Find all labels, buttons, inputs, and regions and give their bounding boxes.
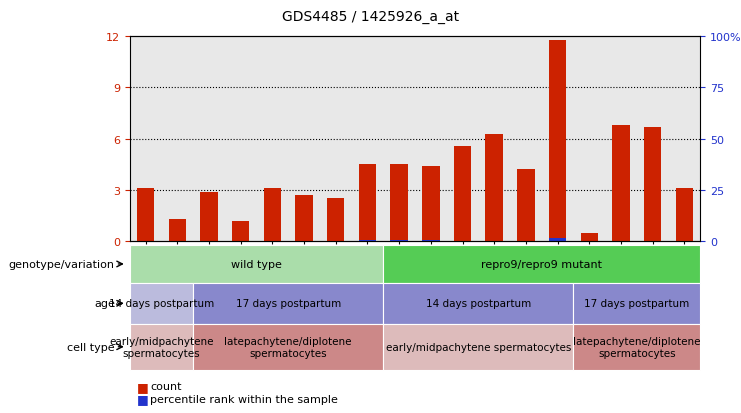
Text: latepachytene/diplotene
spermatocytes: latepachytene/diplotene spermatocytes <box>573 336 700 358</box>
Text: GDS4485 / 1425926_a_at: GDS4485 / 1425926_a_at <box>282 10 459 24</box>
Bar <box>644 128 662 242</box>
Bar <box>359 241 376 242</box>
Text: count: count <box>150 381 182 391</box>
Text: wild type: wild type <box>231 259 282 269</box>
Bar <box>517 241 534 242</box>
Bar <box>422 241 439 242</box>
Bar <box>581 241 598 242</box>
Text: early/midpachytene spermatocytes: early/midpachytene spermatocytes <box>385 342 571 352</box>
Bar <box>549 238 566 242</box>
Bar <box>168 241 186 242</box>
Bar <box>485 134 503 242</box>
Bar <box>391 241 408 242</box>
Bar <box>453 241 471 242</box>
Bar <box>137 241 154 242</box>
Text: early/midpachytene
spermatocytes: early/midpachytene spermatocytes <box>109 336 213 358</box>
Bar <box>264 241 281 242</box>
Bar <box>391 165 408 242</box>
Bar <box>422 166 439 242</box>
Text: 17 days postpartum: 17 days postpartum <box>236 299 341 309</box>
Bar <box>327 199 345 242</box>
Bar <box>264 189 281 242</box>
Text: 14 days postpartum: 14 days postpartum <box>426 299 531 309</box>
Bar <box>168 219 186 242</box>
Text: 17 days postpartum: 17 days postpartum <box>584 299 689 309</box>
Bar <box>612 126 630 242</box>
Bar <box>676 189 693 242</box>
Text: 14 days postpartum: 14 days postpartum <box>109 299 214 309</box>
Bar <box>453 146 471 242</box>
Bar <box>200 192 218 242</box>
Bar <box>327 241 345 242</box>
Bar <box>359 165 376 242</box>
Text: age: age <box>94 299 115 309</box>
Bar <box>612 241 630 242</box>
Text: cell type: cell type <box>67 342 115 352</box>
Text: ■: ■ <box>137 380 149 393</box>
Bar <box>296 241 313 242</box>
Bar <box>676 241 693 242</box>
Bar <box>137 189 154 242</box>
Bar <box>581 233 598 242</box>
Text: ■: ■ <box>137 392 149 405</box>
Text: latepachytene/diplotene
spermatocytes: latepachytene/diplotene spermatocytes <box>225 336 352 358</box>
Bar <box>200 241 218 242</box>
Bar <box>517 170 534 242</box>
Text: genotype/variation: genotype/variation <box>9 259 115 269</box>
Bar <box>232 221 249 242</box>
Bar <box>232 241 249 242</box>
Bar <box>644 241 662 242</box>
Text: percentile rank within the sample: percentile rank within the sample <box>150 394 339 404</box>
Bar <box>549 40 566 242</box>
Text: repro9/repro9 mutant: repro9/repro9 mutant <box>481 259 602 269</box>
Bar <box>485 241 503 242</box>
Bar <box>296 196 313 242</box>
